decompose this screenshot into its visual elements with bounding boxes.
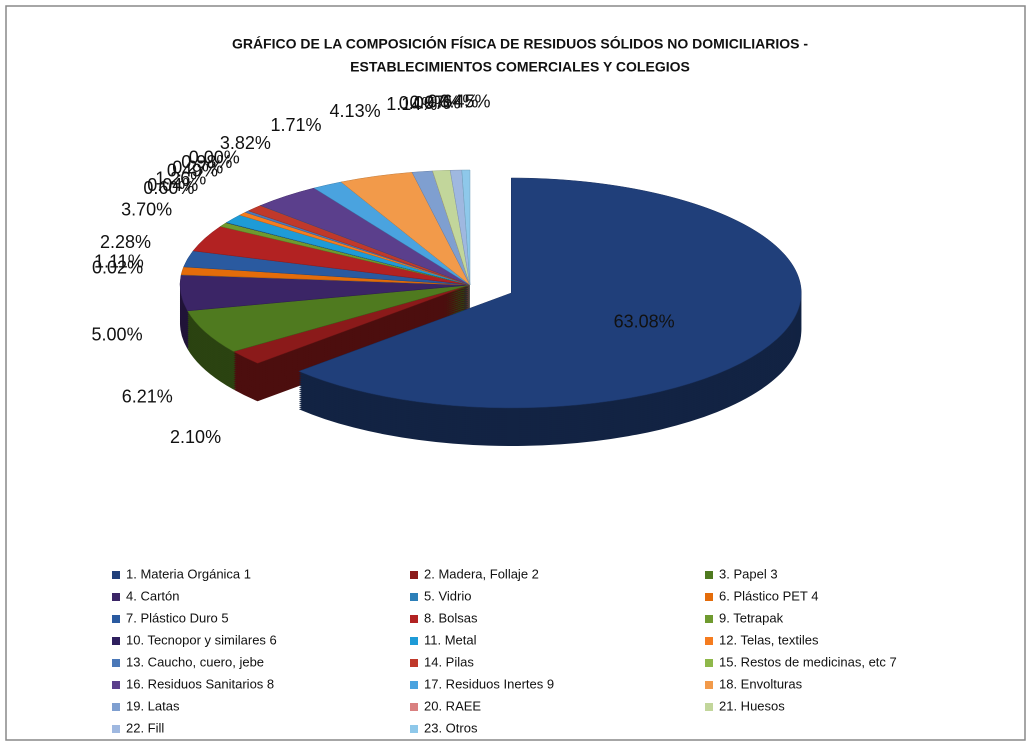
legend-swatch xyxy=(410,615,418,623)
data-label: 63.08% xyxy=(614,312,675,332)
data-label: 0.64% xyxy=(427,92,478,112)
data-label: 1.14% xyxy=(386,94,437,114)
legend-swatch xyxy=(410,725,418,733)
data-label: 0.49% xyxy=(167,161,218,181)
legend-swatch xyxy=(705,659,713,667)
legend-label: 16. Residuos Sanitarios 8 xyxy=(126,676,274,691)
data-label: 2.10% xyxy=(170,427,221,447)
legend-label: 14. Pilas xyxy=(424,654,474,669)
legend-label: 6. Plástico PET 4 xyxy=(719,588,818,603)
data-label: 1.71% xyxy=(270,115,321,135)
legend-swatch xyxy=(112,593,120,601)
legend-swatch xyxy=(112,725,120,733)
data-label: 3.70% xyxy=(121,200,172,220)
legend-label: 7. Plástico Duro 5 xyxy=(126,610,229,625)
legend-swatch xyxy=(705,615,713,623)
data-label: 0.98% xyxy=(181,152,232,172)
data-label: 0.00% xyxy=(189,148,240,168)
legend-label: 15. Restos de medicinas, etc 7 xyxy=(719,654,897,669)
legend-label: 23. Otros xyxy=(424,720,478,735)
slice xyxy=(298,177,802,409)
legend-label: 17. Residuos Inertes 9 xyxy=(424,676,554,691)
data-label: 0.02% xyxy=(92,258,143,278)
legend-label: 20. RAEE xyxy=(424,698,481,713)
legend-label: 22. Fill xyxy=(126,720,164,735)
data-label: 1.11% xyxy=(94,251,144,271)
legend-swatch xyxy=(112,681,120,689)
data-label: 0.00% xyxy=(399,93,450,113)
legend-swatch xyxy=(410,571,418,579)
chart-title: GRÁFICO DE LA COMPOSICIÓN FÍSICA DE RESI… xyxy=(232,35,808,52)
data-label: 0.60% xyxy=(143,178,194,198)
data-label: 5.00% xyxy=(92,324,143,344)
data-label: 4.13% xyxy=(330,101,381,121)
legend-label: 4. Cartón xyxy=(126,588,179,603)
legend-label: 19. Latas xyxy=(126,698,180,713)
legend-label: 3. Papel 3 xyxy=(719,566,778,581)
legend-swatch xyxy=(705,703,713,711)
data-label: 0.04% xyxy=(147,175,198,195)
legend-swatch xyxy=(112,615,120,623)
data-label: 2.28% xyxy=(100,232,151,252)
data-label: 1.26% xyxy=(155,169,206,189)
legend-swatch xyxy=(705,593,713,601)
data-label: 6.21% xyxy=(122,386,173,406)
slice xyxy=(461,169,471,286)
legend-swatch xyxy=(410,659,418,667)
data-label: 0.27% xyxy=(172,157,223,177)
legend-swatch xyxy=(112,703,120,711)
legend-swatch xyxy=(112,659,120,667)
pie xyxy=(179,169,802,446)
chart-title: ESTABLECIMIENTOS COMERCIALES Y COLEGIOS xyxy=(350,59,690,75)
legend-label: 1. Materia Orgánica 1 xyxy=(126,566,251,581)
data-label: 0.45% xyxy=(439,91,490,111)
legend-label: 21. Huesos xyxy=(719,698,785,713)
legend-swatch xyxy=(410,637,418,645)
legend-label: 11. Metal xyxy=(424,632,477,647)
legend-swatch xyxy=(705,571,713,579)
data-label: 0.97% xyxy=(410,92,461,112)
legend-label: 13. Caucho, cuero, jebe xyxy=(126,654,264,669)
legend-label: 18. Envolturas xyxy=(719,676,803,691)
data-label: 3.82% xyxy=(220,133,271,153)
legend-label: 2. Madera, Follaje 2 xyxy=(424,566,539,581)
legend-swatch xyxy=(410,703,418,711)
legend-swatch xyxy=(410,593,418,601)
legend-label: 10. Tecnopor y similares 6 xyxy=(126,632,277,647)
legend-swatch xyxy=(112,571,120,579)
legend-label: 8. Bolsas xyxy=(424,610,478,625)
legend-swatch xyxy=(705,681,713,689)
legend-swatch xyxy=(705,637,713,645)
legend-swatch xyxy=(410,681,418,689)
legend-label: 5. Vidrio xyxy=(424,588,471,603)
legend-label: 12. Telas, textiles xyxy=(719,632,819,647)
legend-swatch xyxy=(112,637,120,645)
legend-label: 9. Tetrapak xyxy=(719,610,784,625)
